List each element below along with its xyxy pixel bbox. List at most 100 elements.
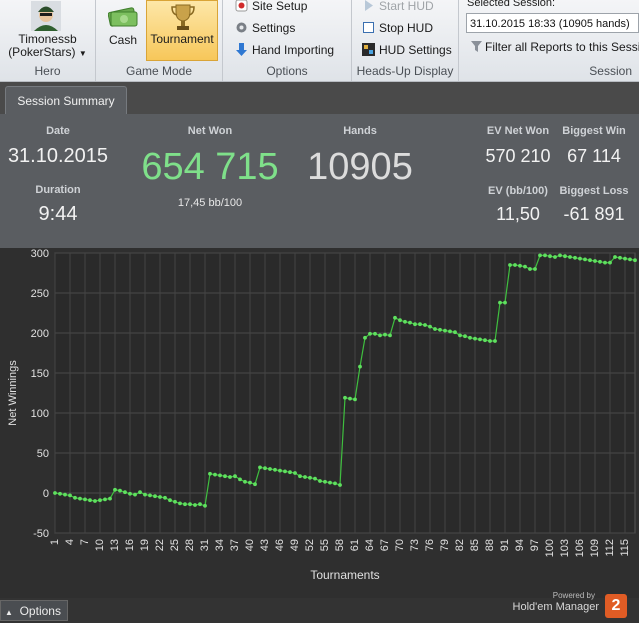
stop-hud-button[interactable]: Stop HUD — [362, 19, 433, 37]
data-point — [438, 327, 442, 332]
settings-button[interactable]: Settings — [235, 19, 295, 37]
data-point — [608, 260, 612, 265]
data-point — [263, 466, 267, 471]
options-group-label: Options — [266, 64, 308, 78]
hero-group-label: Hero — [34, 64, 61, 78]
data-point — [148, 493, 152, 498]
data-point — [113, 487, 117, 492]
x-tick-label: 67 — [379, 539, 391, 551]
hero-selector[interactable]: Timonessb (PokerStars) ▼ — [0, 0, 95, 62]
data-point — [558, 253, 562, 258]
data-point — [363, 335, 367, 340]
site-setup-icon — [235, 0, 248, 12]
biggest-win-value: 67 114 — [567, 146, 621, 166]
data-point — [303, 475, 307, 479]
x-tick-label: 106 — [574, 539, 586, 557]
powered-by-label: Powered by — [552, 591, 595, 600]
x-tick-label: 109 — [589, 539, 601, 557]
x-tick-label: 13 — [109, 539, 121, 551]
stop-icon — [363, 22, 374, 33]
tab-session-summary[interactable]: Session Summary — [5, 86, 127, 114]
cash-label: Cash — [108, 33, 137, 47]
data-point — [228, 475, 232, 479]
tournament-button[interactable]: Tournament — [146, 0, 218, 61]
data-point — [163, 495, 167, 500]
filter-session-button[interactable]: Filter all Reports to this Session — [470, 38, 639, 56]
biggest-loss-value: -61 891 — [563, 204, 625, 224]
x-tick-label: 61 — [349, 539, 361, 551]
start-hud-button[interactable]: Start HUD — [362, 0, 434, 15]
x-tick-label: 4 — [64, 539, 76, 545]
data-point — [383, 332, 387, 337]
trophy-icon — [171, 4, 195, 30]
hero-group: Timonessb (PokerStars) ▼ Hero — [0, 0, 96, 81]
x-tick-label: 46 — [274, 539, 286, 551]
data-point — [128, 491, 132, 496]
data-point — [453, 330, 457, 335]
data-point — [123, 490, 127, 495]
data-point — [98, 498, 102, 503]
data-point — [508, 263, 512, 267]
data-point — [218, 473, 222, 478]
x-tick-label: 64 — [364, 539, 376, 551]
site-setup-button[interactable]: Site Setup — [235, 0, 307, 15]
date-value: 31.10.2015 — [7, 145, 109, 167]
x-tick-label: 28 — [184, 539, 196, 551]
data-point — [338, 483, 342, 487]
x-tick-label: 100 — [544, 539, 556, 557]
x-tick-label: 1 — [49, 539, 61, 545]
data-point — [223, 474, 227, 479]
data-point — [373, 331, 377, 336]
tournament-label: Tournament — [150, 32, 214, 46]
data-point — [478, 337, 482, 342]
data-point — [208, 471, 212, 476]
y-tick-label: 50 — [37, 448, 49, 460]
data-point — [198, 502, 202, 507]
data-point — [233, 474, 237, 479]
data-point — [183, 502, 187, 507]
data-point — [613, 255, 617, 259]
data-point — [463, 334, 467, 339]
data-point — [53, 491, 57, 495]
options-toggle-button[interactable]: ▲ Options — [0, 600, 68, 621]
hero-site: (PokerStars) — [8, 45, 76, 59]
data-point — [448, 329, 452, 334]
x-tick-label: 10 — [94, 539, 106, 551]
data-point — [498, 300, 502, 305]
hands-label: Hands — [343, 125, 377, 137]
data-point — [323, 479, 327, 484]
session-title: Selected Session: — [467, 0, 556, 9]
y-tick-label: 250 — [31, 288, 49, 300]
x-tick-label: 97 — [529, 539, 541, 551]
data-point — [188, 502, 192, 507]
cash-button[interactable]: Cash — [101, 0, 145, 61]
data-point — [593, 259, 597, 263]
session-selector[interactable]: 31.10.2015 18:33 (10905 hands) — [466, 13, 639, 33]
x-tick-label: 76 — [424, 539, 436, 551]
data-point — [258, 465, 262, 470]
hand-importing-button[interactable]: Hand Importing — [235, 41, 334, 59]
session-group: Selected Session: Session — [459, 0, 639, 81]
data-point — [203, 503, 207, 508]
hud-settings-label: HUD Settings — [379, 43, 452, 57]
data-point — [628, 257, 632, 262]
data-point — [68, 493, 72, 498]
settings-label: Settings — [252, 21, 296, 35]
stop-hud-label: Stop HUD — [379, 21, 434, 35]
data-point — [133, 492, 137, 497]
data-point — [423, 323, 427, 327]
x-tick-label: 34 — [214, 539, 226, 551]
chevron-down-icon: ▼ — [78, 49, 87, 58]
data-point — [533, 267, 537, 271]
avatar — [31, 1, 61, 31]
data-point — [333, 481, 337, 486]
duration-label: Duration — [35, 184, 81, 196]
data-point — [408, 320, 412, 325]
data-point — [588, 258, 592, 263]
x-tick-label: 55 — [319, 539, 331, 551]
y-tick-label: -50 — [33, 528, 49, 540]
hud-settings-button[interactable]: HUD Settings — [362, 41, 452, 59]
hero-site-row: (PokerStars) ▼ — [0, 46, 95, 60]
data-point — [168, 498, 172, 503]
